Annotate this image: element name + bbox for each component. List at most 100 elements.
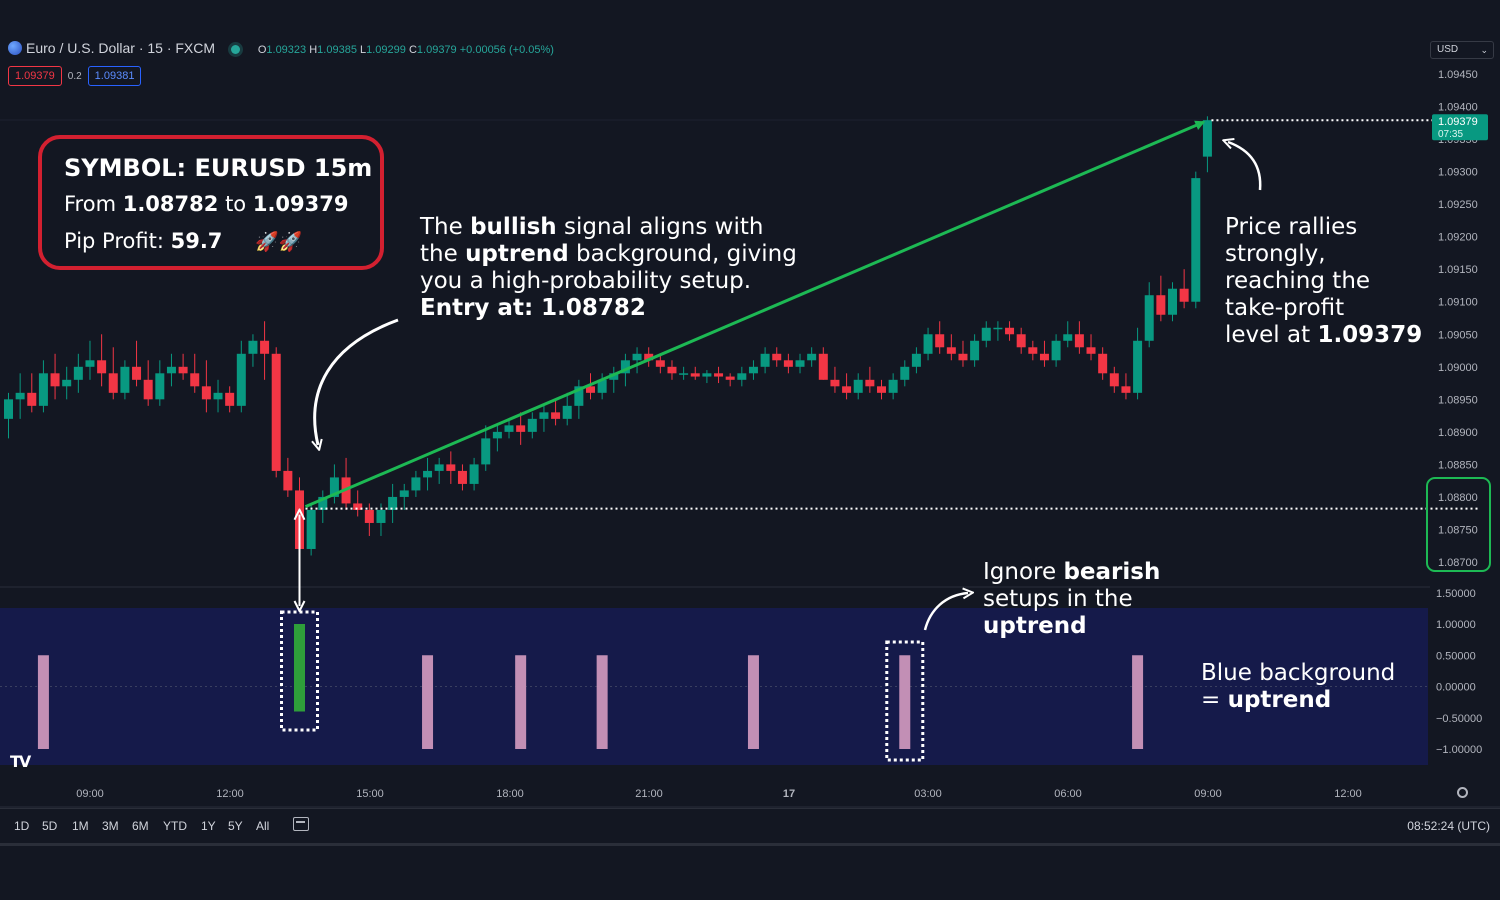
candle-body bbox=[900, 366, 910, 380]
bearish-signal-bar bbox=[899, 655, 911, 749]
candle-body bbox=[27, 392, 37, 406]
candle-body bbox=[306, 509, 316, 549]
indicator-tick-label: 1.00000 bbox=[1436, 619, 1476, 631]
candle-body bbox=[388, 496, 398, 510]
currency-select[interactable]: USD ⌄ bbox=[1430, 41, 1494, 59]
uptrend-legend-annotation: Blue background = uptrend bbox=[1201, 660, 1396, 713]
change-value: +0.00056 (+0.05%) bbox=[459, 44, 554, 56]
price-tick-label: 1.09200 bbox=[1438, 232, 1478, 244]
candle-body bbox=[97, 360, 107, 374]
candle-body bbox=[353, 503, 363, 510]
time-tick-label: 09:00 bbox=[1194, 788, 1222, 800]
candle-body bbox=[737, 373, 747, 380]
candle-body bbox=[1144, 295, 1154, 341]
range-button-1m[interactable]: 1M bbox=[72, 819, 89, 833]
entry-label: Entry at: 1.08782 bbox=[420, 295, 646, 321]
price-tick-label: 1.09300 bbox=[1438, 167, 1478, 179]
low-value: 1.09299 bbox=[366, 44, 406, 56]
range-button-5d[interactable]: 5D bbox=[42, 819, 58, 833]
bullish-signal-bar bbox=[294, 624, 305, 712]
candle-body bbox=[923, 334, 933, 354]
candle-body bbox=[562, 405, 572, 419]
spread-value: 0.2 bbox=[67, 70, 82, 82]
candle-body bbox=[783, 360, 793, 367]
utc-clock[interactable]: 08:52:24 (UTC) bbox=[1407, 819, 1490, 833]
market-open-icon bbox=[230, 44, 240, 54]
time-tick-label: 21:00 bbox=[635, 788, 663, 800]
entry-zone-highlight bbox=[1426, 477, 1491, 572]
candle-body bbox=[865, 379, 875, 387]
candle-body bbox=[225, 392, 235, 406]
candle-body bbox=[399, 490, 409, 497]
range-button-3m[interactable]: 3M bbox=[102, 819, 119, 833]
candle-body bbox=[935, 334, 945, 348]
candle-body bbox=[853, 379, 863, 393]
range-button-5y[interactable]: 5Y bbox=[228, 819, 243, 833]
candle-body bbox=[469, 464, 479, 484]
candle-body bbox=[178, 366, 188, 374]
bearish-signal-bar bbox=[596, 655, 608, 749]
sell-button[interactable]: 1.09379 bbox=[8, 66, 62, 86]
candle-body bbox=[62, 379, 72, 387]
range-button-ytd[interactable]: YTD bbox=[163, 819, 187, 833]
candle-body bbox=[993, 327, 1003, 330]
candle-body bbox=[574, 386, 584, 406]
price-tick-label: 1.09000 bbox=[1438, 362, 1478, 374]
candle-body bbox=[1098, 353, 1108, 374]
candle-body bbox=[586, 386, 595, 393]
range-button-1y[interactable]: 1Y bbox=[201, 819, 216, 833]
rally-annotation: Price rallies strongly, reaching the tak… bbox=[1225, 214, 1423, 348]
candle-body bbox=[364, 509, 374, 523]
candle-body bbox=[236, 353, 246, 406]
bearish-signal-bar bbox=[515, 655, 527, 749]
calendar-icon[interactable] bbox=[293, 817, 309, 831]
price-tick-label: 1.08700 bbox=[1438, 557, 1478, 569]
candle-body bbox=[527, 418, 537, 432]
candle-body bbox=[609, 373, 619, 380]
indicator-tick-label: 0.00000 bbox=[1436, 682, 1476, 694]
range-button-all[interactable]: All bbox=[256, 819, 270, 833]
candle-body bbox=[667, 366, 677, 374]
trade-summary-box: SYMBOL: EURUSD 15m From 1.08782 to 1.093… bbox=[38, 135, 384, 270]
range-button-1d[interactable]: 1D bbox=[14, 819, 30, 833]
candle-body bbox=[597, 379, 607, 393]
time-tick-label: 09:00 bbox=[76, 788, 104, 800]
signal-highlight-box bbox=[885, 640, 925, 762]
bearish-signal-bar bbox=[747, 655, 759, 749]
buy-button[interactable]: 1.09381 bbox=[87, 66, 142, 86]
range-button-6m[interactable]: 6M bbox=[132, 819, 149, 833]
candle-body bbox=[1086, 347, 1096, 354]
open-value: 1.09323 bbox=[266, 44, 307, 56]
candle-body bbox=[492, 431, 502, 439]
time-tick-label: 06:00 bbox=[1054, 788, 1082, 800]
candle-body bbox=[795, 360, 805, 367]
candle-body bbox=[446, 464, 456, 471]
settings-gear-icon[interactable] bbox=[1457, 787, 1468, 798]
candle-body bbox=[1191, 178, 1201, 302]
candle-body bbox=[981, 327, 991, 341]
price-tick-label: 1.09400 bbox=[1438, 102, 1478, 114]
candle-body bbox=[551, 412, 561, 419]
candle-body bbox=[166, 366, 176, 374]
price-tick-label: 1.09150 bbox=[1438, 264, 1478, 276]
time-tick-label: 17 bbox=[782, 788, 796, 800]
time-axis[interactable]: 09:00 12:00 15:00 18:00 21:00 17 03:00 06:00 09:… bbox=[0, 785, 1500, 805]
summary-title: SYMBOL: EURUSD 15m bbox=[64, 154, 373, 182]
tradingview-logo: TV bbox=[10, 752, 31, 771]
chart-legend: Euro / U.S. Dollar · 15 · FXCM O1.09323 … bbox=[8, 40, 554, 56]
close-value: 1.09379 bbox=[416, 44, 457, 56]
candle-body bbox=[318, 496, 328, 510]
candle-body bbox=[457, 470, 467, 484]
candle-body bbox=[1133, 340, 1143, 393]
candle-body bbox=[120, 366, 130, 393]
candle-body bbox=[632, 353, 642, 361]
candle-body bbox=[1016, 334, 1026, 348]
candle-body bbox=[958, 353, 968, 361]
symbol-title[interactable]: Euro / U.S. Dollar · 15 · FXCM bbox=[26, 40, 216, 56]
candle-body bbox=[15, 392, 25, 400]
candle-body bbox=[248, 340, 258, 354]
price-tick-label: 1.08800 bbox=[1438, 492, 1478, 504]
candle-body bbox=[411, 477, 421, 491]
bearish-signal-bar bbox=[37, 655, 49, 749]
